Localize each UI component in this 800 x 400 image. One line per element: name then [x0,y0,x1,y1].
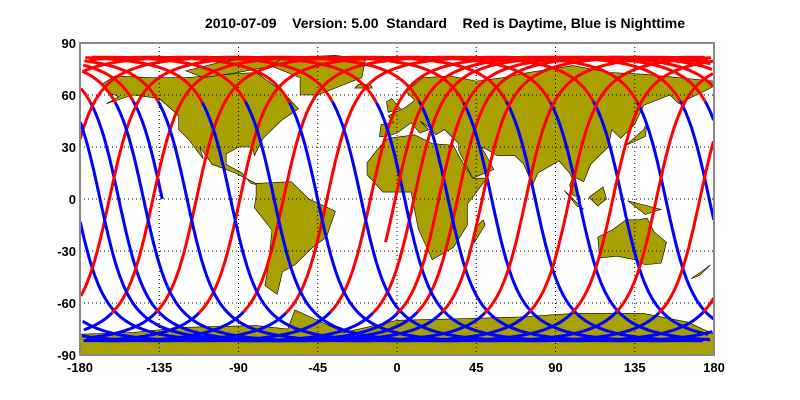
daytime-track [384,55,707,243]
daytime-track [657,140,714,314]
daytime-track [89,55,291,104]
title-mode: Standard [386,15,447,31]
daytime-track [91,55,247,103]
daytime-track [84,59,160,103]
nighttime-track [679,100,714,221]
y-tick-label: -90 [57,348,76,363]
daytime-track [110,55,465,314]
daytime-track [80,87,92,104]
y-tick-label: 0 [69,192,76,207]
nighttime-track [703,100,714,121]
x-axis-ticks: -180 -135 -90 -45 0 45 90 135 180 [67,360,725,375]
x-tick-label: 0 [393,360,400,375]
nighttime-track [156,100,486,343]
daytime-track [615,72,714,314]
land-eurasia [379,65,714,198]
y-tick-label: -60 [57,296,76,311]
orbit-tracks [80,55,714,343]
daytime-track [416,55,711,314]
x-tick-label: -90 [229,360,248,375]
daytime-track [396,55,713,314]
x-tick-label: 45 [469,360,483,375]
daytime-track [570,59,714,314]
nighttime-track [418,100,713,343]
x-tick-label: 180 [703,360,725,375]
daytime-track [702,297,714,314]
x-tick-label: 90 [548,360,562,375]
daytime-track [483,55,705,314]
daytime-track [81,69,117,104]
y-tick-label: -30 [57,244,76,259]
y-tick-label: 90 [62,36,76,51]
daytime-track [155,55,508,314]
title-legend: Red is Daytime, Blue is Nighttime [462,15,686,31]
land-borneo [588,186,607,207]
land-north-america [100,72,299,186]
nighttime-track [132,100,164,200]
land-new-zealand [690,264,711,280]
plot-frame [79,42,715,356]
title-version: Version: 5.00 [292,15,379,31]
nighttime-track [636,101,714,321]
nighttime-track [80,121,399,343]
daytime-track [242,55,595,314]
x-tick-label: -180 [67,360,93,375]
y-axis-ticks: 90 60 30 0 -30 -60 -90 [57,36,76,363]
figure-title: 2010-07-09 Version: 5.00 Standard Red is… [0,15,800,31]
x-tick-label: 135 [624,360,646,375]
nighttime-track [592,100,709,336]
daytime-track [528,56,712,314]
nighttime-track [83,311,114,332]
x-tick-label: -45 [308,360,327,375]
daytime-track [80,55,378,140]
nighttime-track [80,221,375,343]
y-tick-label: 30 [62,140,76,155]
nighttime-track [85,310,158,340]
daytime-track [197,55,552,314]
grid-lines [80,43,714,355]
nighttime-track [113,101,444,343]
x-tick-label: -135 [146,360,172,375]
y-tick-label: 60 [62,88,76,103]
daytime-track [80,55,421,297]
title-date: 2010-07-09 [204,15,277,31]
daytime-track [82,63,135,103]
daytime-track [85,56,204,104]
nighttime-track [549,101,711,342]
daytime-track [441,55,709,314]
nighttime-track [462,102,709,343]
